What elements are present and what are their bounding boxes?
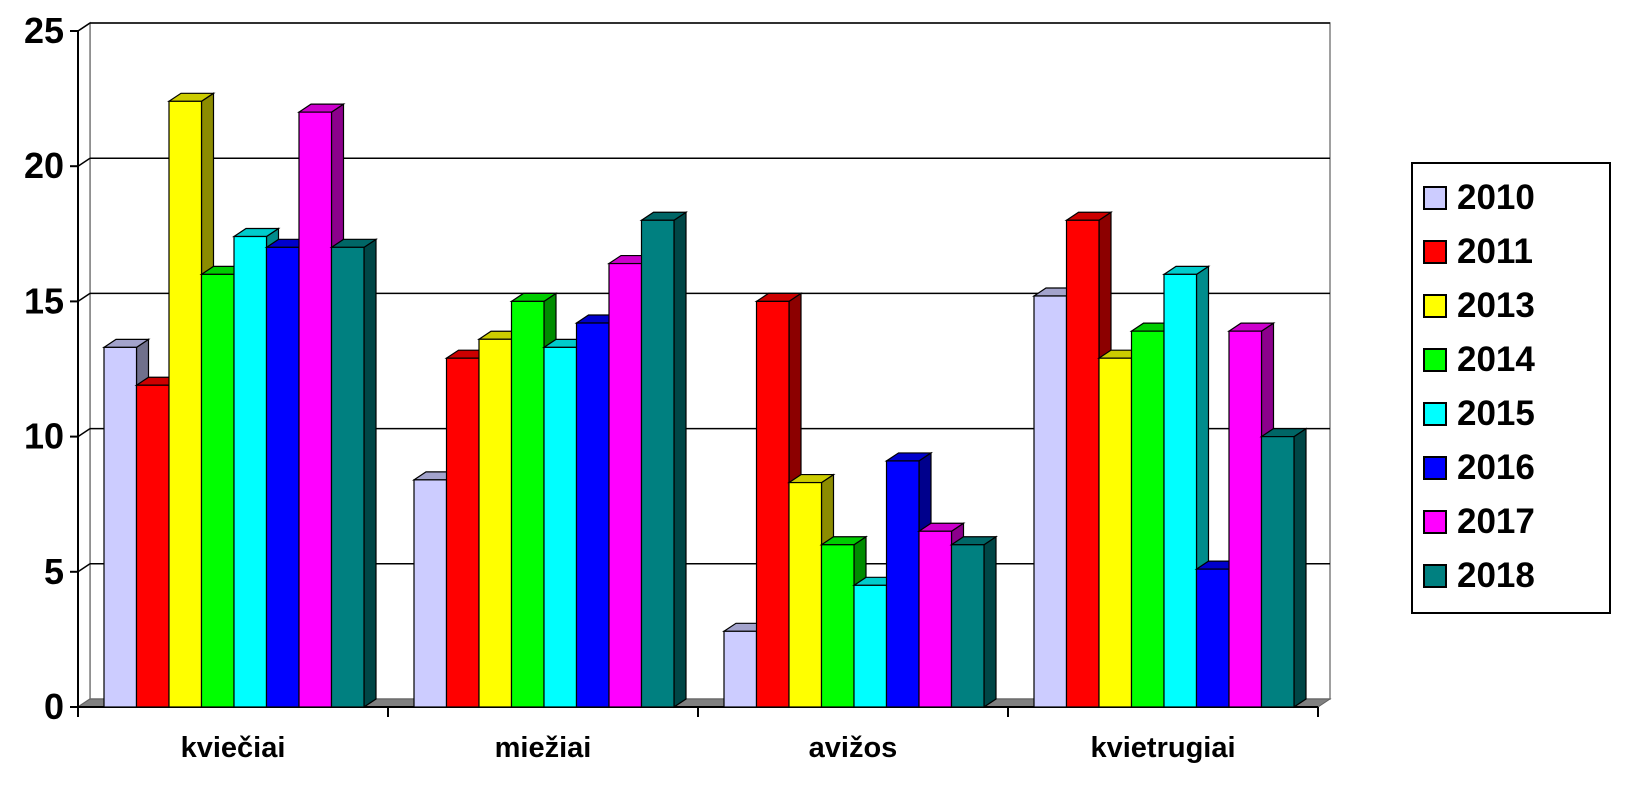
legend-item: 2015 (1423, 394, 1535, 434)
legend-swatch (1423, 186, 1447, 210)
bar-miežiai-2018 (639, 211, 688, 709)
y-tick-label: 10 (24, 416, 64, 457)
legend-item: 2011 (1423, 232, 1533, 272)
legend-label: 2018 (1457, 556, 1535, 595)
legend-item: 2014 (1423, 340, 1535, 380)
bars (102, 92, 1308, 709)
gridline-side (77, 22, 91, 32)
legend-item: 2010 (1423, 178, 1535, 218)
legend-label: 2010 (1457, 178, 1535, 217)
bar-avižos-2018 (949, 535, 998, 709)
legend-item: 2016 (1423, 448, 1535, 488)
gridline-side (77, 427, 91, 438)
bar-kviečiai-2018 (329, 238, 378, 709)
bar-kvietrugiai-2018 (1259, 427, 1308, 709)
legend-item: 2013 (1423, 286, 1535, 326)
legend-label: 2017 (1457, 502, 1535, 541)
axis-labels: 0 5 10 15 20 25 kviečiai miežiai avižos kvietrugi… (24, 10, 1236, 764)
legend-label: 2011 (1457, 232, 1533, 271)
y-tick-label: 25 (24, 10, 64, 51)
legend-label: 2016 (1457, 448, 1535, 487)
legend-item: 2017 (1423, 502, 1535, 542)
side-wall (77, 21, 91, 709)
x-category-label: miežiai (495, 732, 592, 764)
legend-swatch (1423, 510, 1447, 534)
legend-item: 2018 (1423, 556, 1535, 596)
y-tick-label: 5 (44, 551, 64, 592)
legend-label: 2015 (1457, 394, 1535, 433)
legend-swatch (1423, 348, 1447, 372)
legend: 2010 2011 2013 2014 2015 2016 2017 2018 (1411, 162, 1611, 614)
x-category-label: kviečiai (181, 732, 286, 764)
legend-swatch (1423, 564, 1447, 588)
x-category-label: avižos (809, 732, 898, 764)
gridline-side (77, 292, 91, 303)
legend-swatch (1423, 294, 1447, 318)
legend-swatch (1423, 240, 1447, 264)
y-tick-label: 20 (24, 145, 64, 186)
legend-label: 2013 (1457, 286, 1535, 325)
legend-label: 2014 (1457, 340, 1535, 379)
legend-swatch (1423, 456, 1447, 480)
y-tick-label: 0 (44, 686, 64, 727)
legend-swatch (1423, 402, 1447, 426)
y-tick-label: 15 (24, 280, 64, 321)
gridline-side (77, 563, 91, 573)
gridline-side (77, 157, 91, 167)
x-category-label: kvietrugiai (1090, 732, 1235, 764)
